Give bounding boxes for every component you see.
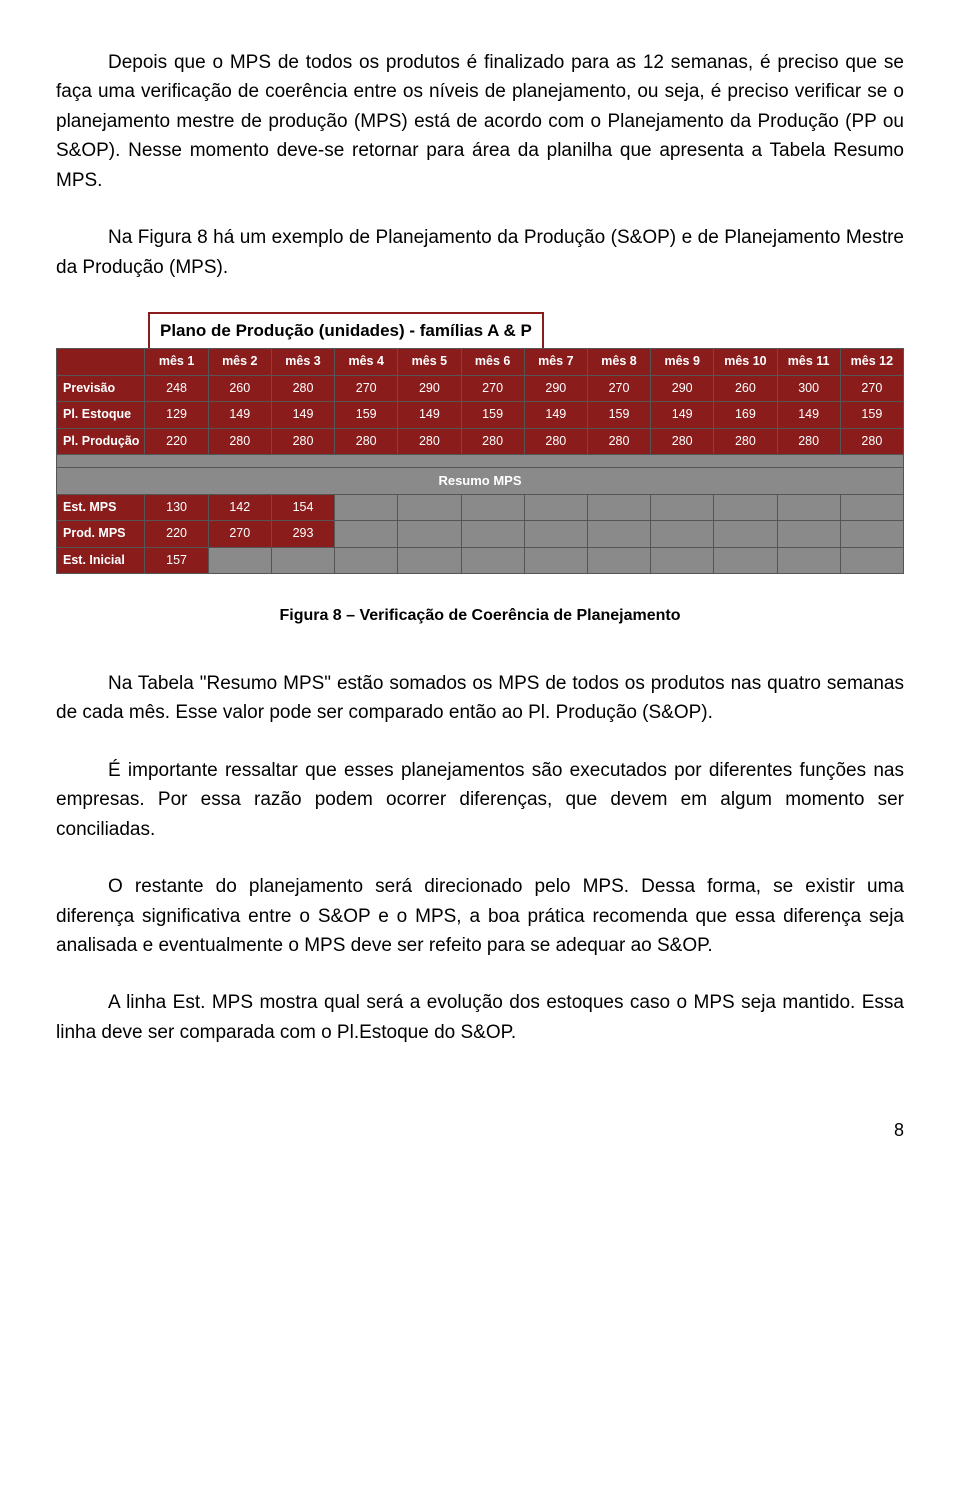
col-mes2: mês 2 <box>208 349 271 375</box>
paragraph-4: É importante ressaltar que esses planeja… <box>56 756 904 844</box>
col-mes1: mês 1 <box>145 349 208 375</box>
production-plan-table: mês 1 mês 2 mês 3 mês 4 mês 5 mês 6 mês … <box>56 348 904 574</box>
figure-caption: Figura 8 – Verificação de Coerência de P… <box>56 604 904 629</box>
paragraph-5: O restante do planejamento será direcion… <box>56 872 904 960</box>
col-mes4: mês 4 <box>335 349 398 375</box>
row-pl-estoque: Pl. Estoque 1291491491591491591491591491… <box>57 402 904 428</box>
table-header-row: mês 1 mês 2 mês 3 mês 4 mês 5 mês 6 mês … <box>57 349 904 375</box>
figure-8: Plano de Produção (unidades) - famílias … <box>56 312 904 574</box>
paragraph-6: A linha Est. MPS mostra qual será a evol… <box>56 988 904 1047</box>
row-resumo-mps-title: Resumo MPS <box>57 467 904 494</box>
col-mes8: mês 8 <box>587 349 650 375</box>
paragraph-2: Na Figura 8 há um exemplo de Planejament… <box>56 223 904 282</box>
col-mes3: mês 3 <box>271 349 334 375</box>
col-mes5: mês 5 <box>398 349 461 375</box>
row-est-inicial: Est. Inicial 157 <box>57 547 904 573</box>
row-previsao: Previsão 2482602802702902702902702902603… <box>57 375 904 401</box>
figure-title: Plano de Produção (unidades) - famílias … <box>148 312 544 348</box>
col-mes7: mês 7 <box>524 349 587 375</box>
row-prod-mps: Prod. MPS 220270293 <box>57 521 904 547</box>
row-pl-producao: Pl. Produção 220280280280280280280280280… <box>57 428 904 454</box>
col-mes11: mês 11 <box>777 349 840 375</box>
paragraph-3: Na Tabela "Resumo MPS" estão somados os … <box>56 669 904 728</box>
col-mes6: mês 6 <box>461 349 524 375</box>
col-mes9: mês 9 <box>651 349 714 375</box>
row-est-mps: Est. MPS 130142154 <box>57 495 904 521</box>
col-mes10: mês 10 <box>714 349 777 375</box>
paragraph-1: Depois que o MPS de todos os produtos é … <box>56 48 904 195</box>
page-number: 8 <box>56 1117 904 1145</box>
col-mes12: mês 12 <box>840 349 903 375</box>
